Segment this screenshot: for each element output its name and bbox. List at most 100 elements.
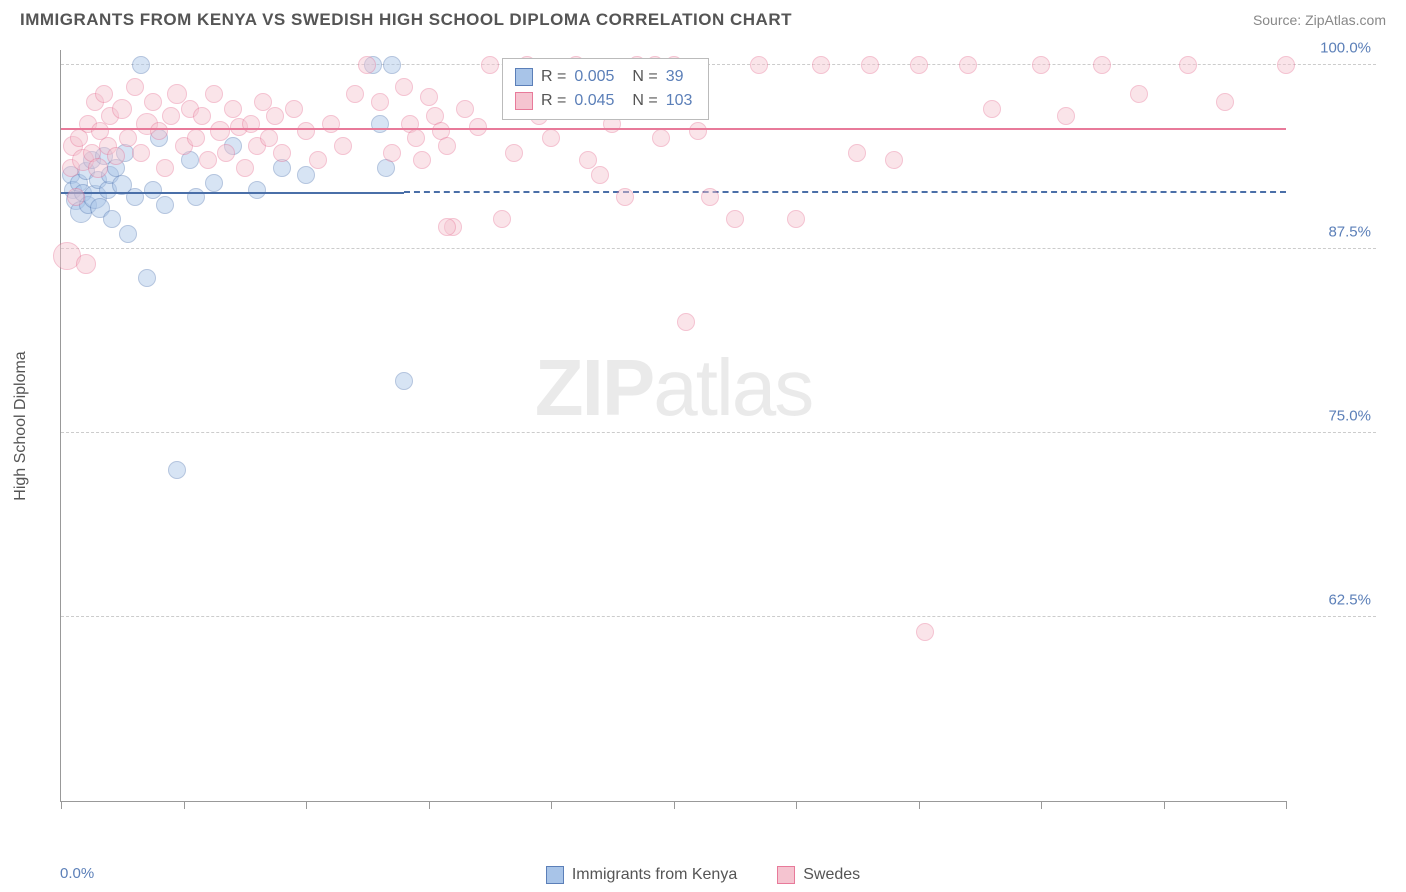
legend-label: Swedes (803, 866, 860, 884)
y-tick-label: 100.0% (1291, 39, 1371, 56)
stat-r-label: R = (541, 65, 566, 89)
data-point (438, 137, 456, 155)
data-point (701, 188, 719, 206)
x-tick (674, 801, 675, 809)
data-point (1216, 93, 1234, 111)
data-point (236, 159, 254, 177)
data-point (616, 188, 634, 206)
trendline-dashed (404, 191, 1286, 193)
x-tick (184, 801, 185, 809)
data-point (395, 78, 413, 96)
x-tick (1041, 801, 1042, 809)
y-tick-label: 75.0% (1291, 407, 1371, 424)
data-point (910, 56, 928, 74)
data-point (407, 129, 425, 147)
x-tick (1164, 801, 1165, 809)
data-point (217, 144, 235, 162)
data-point (1130, 85, 1148, 103)
data-point (371, 115, 389, 133)
bottom-legend: Immigrants from Kenya Swedes (0, 866, 1406, 884)
y-axis-label: High School Diploma (12, 351, 30, 500)
stat-r-value: 0.045 (574, 89, 624, 113)
data-point (273, 144, 291, 162)
legend-swatch (515, 68, 533, 86)
gridline (61, 616, 1376, 617)
data-point (983, 100, 1001, 118)
data-point (156, 196, 174, 214)
watermark-light: atlas (653, 343, 812, 432)
data-point (132, 56, 150, 74)
data-point (297, 122, 315, 140)
stat-n-value: 39 (666, 65, 696, 89)
data-point (103, 210, 121, 228)
data-point (224, 100, 242, 118)
legend-stats: R =0.005N =39R =0.045N =103 (502, 58, 709, 120)
header: IMMIGRANTS FROM KENYA VS SWEDISH HIGH SC… (0, 0, 1406, 30)
legend-stats-row: R =0.045N =103 (515, 89, 696, 113)
data-point (689, 122, 707, 140)
legend-swatch (515, 92, 533, 110)
data-point (126, 78, 144, 96)
data-point (88, 158, 108, 178)
x-tick (61, 801, 62, 809)
data-point (371, 93, 389, 111)
data-point (346, 85, 364, 103)
data-point (413, 151, 431, 169)
plot-area: High School Diploma ZIPatlas 62.5%75.0%8… (60, 50, 1286, 802)
data-point (95, 85, 113, 103)
trendline (61, 192, 404, 194)
source-label: Source: ZipAtlas.com (1253, 12, 1386, 28)
data-point (848, 144, 866, 162)
data-point (76, 254, 96, 274)
data-point (1093, 56, 1111, 74)
x-tick (796, 801, 797, 809)
data-point (156, 159, 174, 177)
legend-item: Swedes (777, 866, 860, 884)
data-point (199, 151, 217, 169)
data-point (150, 122, 168, 140)
data-point (1179, 56, 1197, 74)
data-point (138, 269, 156, 287)
chart-title: IMMIGRANTS FROM KENYA VS SWEDISH HIGH SC… (20, 10, 792, 30)
data-point (205, 85, 223, 103)
data-point (383, 56, 401, 74)
x-tick (429, 801, 430, 809)
data-point (334, 137, 352, 155)
data-point (242, 115, 260, 133)
y-tick-label: 62.5% (1291, 591, 1371, 608)
data-point (112, 99, 132, 119)
legend-label: Immigrants from Kenya (572, 866, 737, 884)
stat-n-label: N = (632, 89, 657, 113)
data-point (132, 144, 150, 162)
data-point (481, 56, 499, 74)
data-point (542, 129, 560, 147)
data-point (187, 129, 205, 147)
data-point (787, 210, 805, 228)
data-point (591, 166, 609, 184)
data-point (885, 151, 903, 169)
stat-r-value: 0.005 (574, 65, 624, 89)
data-point (861, 56, 879, 74)
data-point (395, 372, 413, 390)
data-point (144, 93, 162, 111)
stat-r-label: R = (541, 89, 566, 113)
data-point (383, 144, 401, 162)
trendline (61, 128, 1286, 130)
legend-swatch (777, 866, 795, 884)
legend-stats-row: R =0.005N =39 (515, 65, 696, 89)
data-point (168, 461, 186, 479)
legend-item: Immigrants from Kenya (546, 866, 737, 884)
data-point (750, 56, 768, 74)
data-point (959, 56, 977, 74)
data-point (107, 147, 125, 165)
data-point (916, 623, 934, 641)
data-point (1277, 56, 1295, 74)
data-point (248, 181, 266, 199)
data-point (67, 188, 85, 206)
data-point (420, 88, 438, 106)
data-point (358, 56, 376, 74)
plot-wrapper: High School Diploma ZIPatlas 62.5%75.0%8… (60, 50, 1376, 832)
data-point (162, 107, 180, 125)
x-tick (919, 801, 920, 809)
data-point (297, 166, 315, 184)
